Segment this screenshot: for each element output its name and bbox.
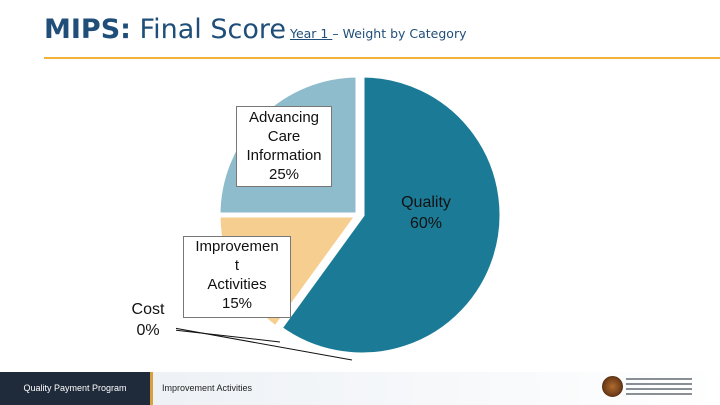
subtitle-year: Year 1 <box>289 26 333 41</box>
seal-text-lines <box>626 378 692 398</box>
cost-leader-line-2 <box>173 329 281 343</box>
footer-section: Improvement Activities <box>162 383 253 393</box>
label-aci-text: Advancing Care Information 25% <box>246 109 322 183</box>
pie-slice-quality <box>276 72 505 358</box>
title-strong: MIPS: <box>44 14 131 45</box>
footer-program: Quality Payment Program <box>0 372 150 405</box>
label-aci: Advancing Care Information 25% <box>236 106 332 187</box>
title-rule <box>44 57 720 59</box>
title-main: MIPS: Final Score <box>44 14 286 45</box>
label-cost: Cost 0% <box>120 298 176 347</box>
label-quality: Quality 60% <box>401 194 451 232</box>
subtitle-rest: – Weight by Category <box>332 26 467 41</box>
slide-title: MIPS: Final Score Year 1 – Weight by Cate… <box>44 14 467 45</box>
title-subtitle: Year 1 – Weight by Category <box>290 26 467 41</box>
footer-separator <box>150 372 153 405</box>
label-ia: Improvemen t Activities 15% <box>183 236 291 318</box>
seal-logo-icon <box>602 376 623 397</box>
title-rest: Final Score <box>130 14 286 45</box>
footer-bar: Quality Payment Program Improvement Acti… <box>0 372 720 405</box>
